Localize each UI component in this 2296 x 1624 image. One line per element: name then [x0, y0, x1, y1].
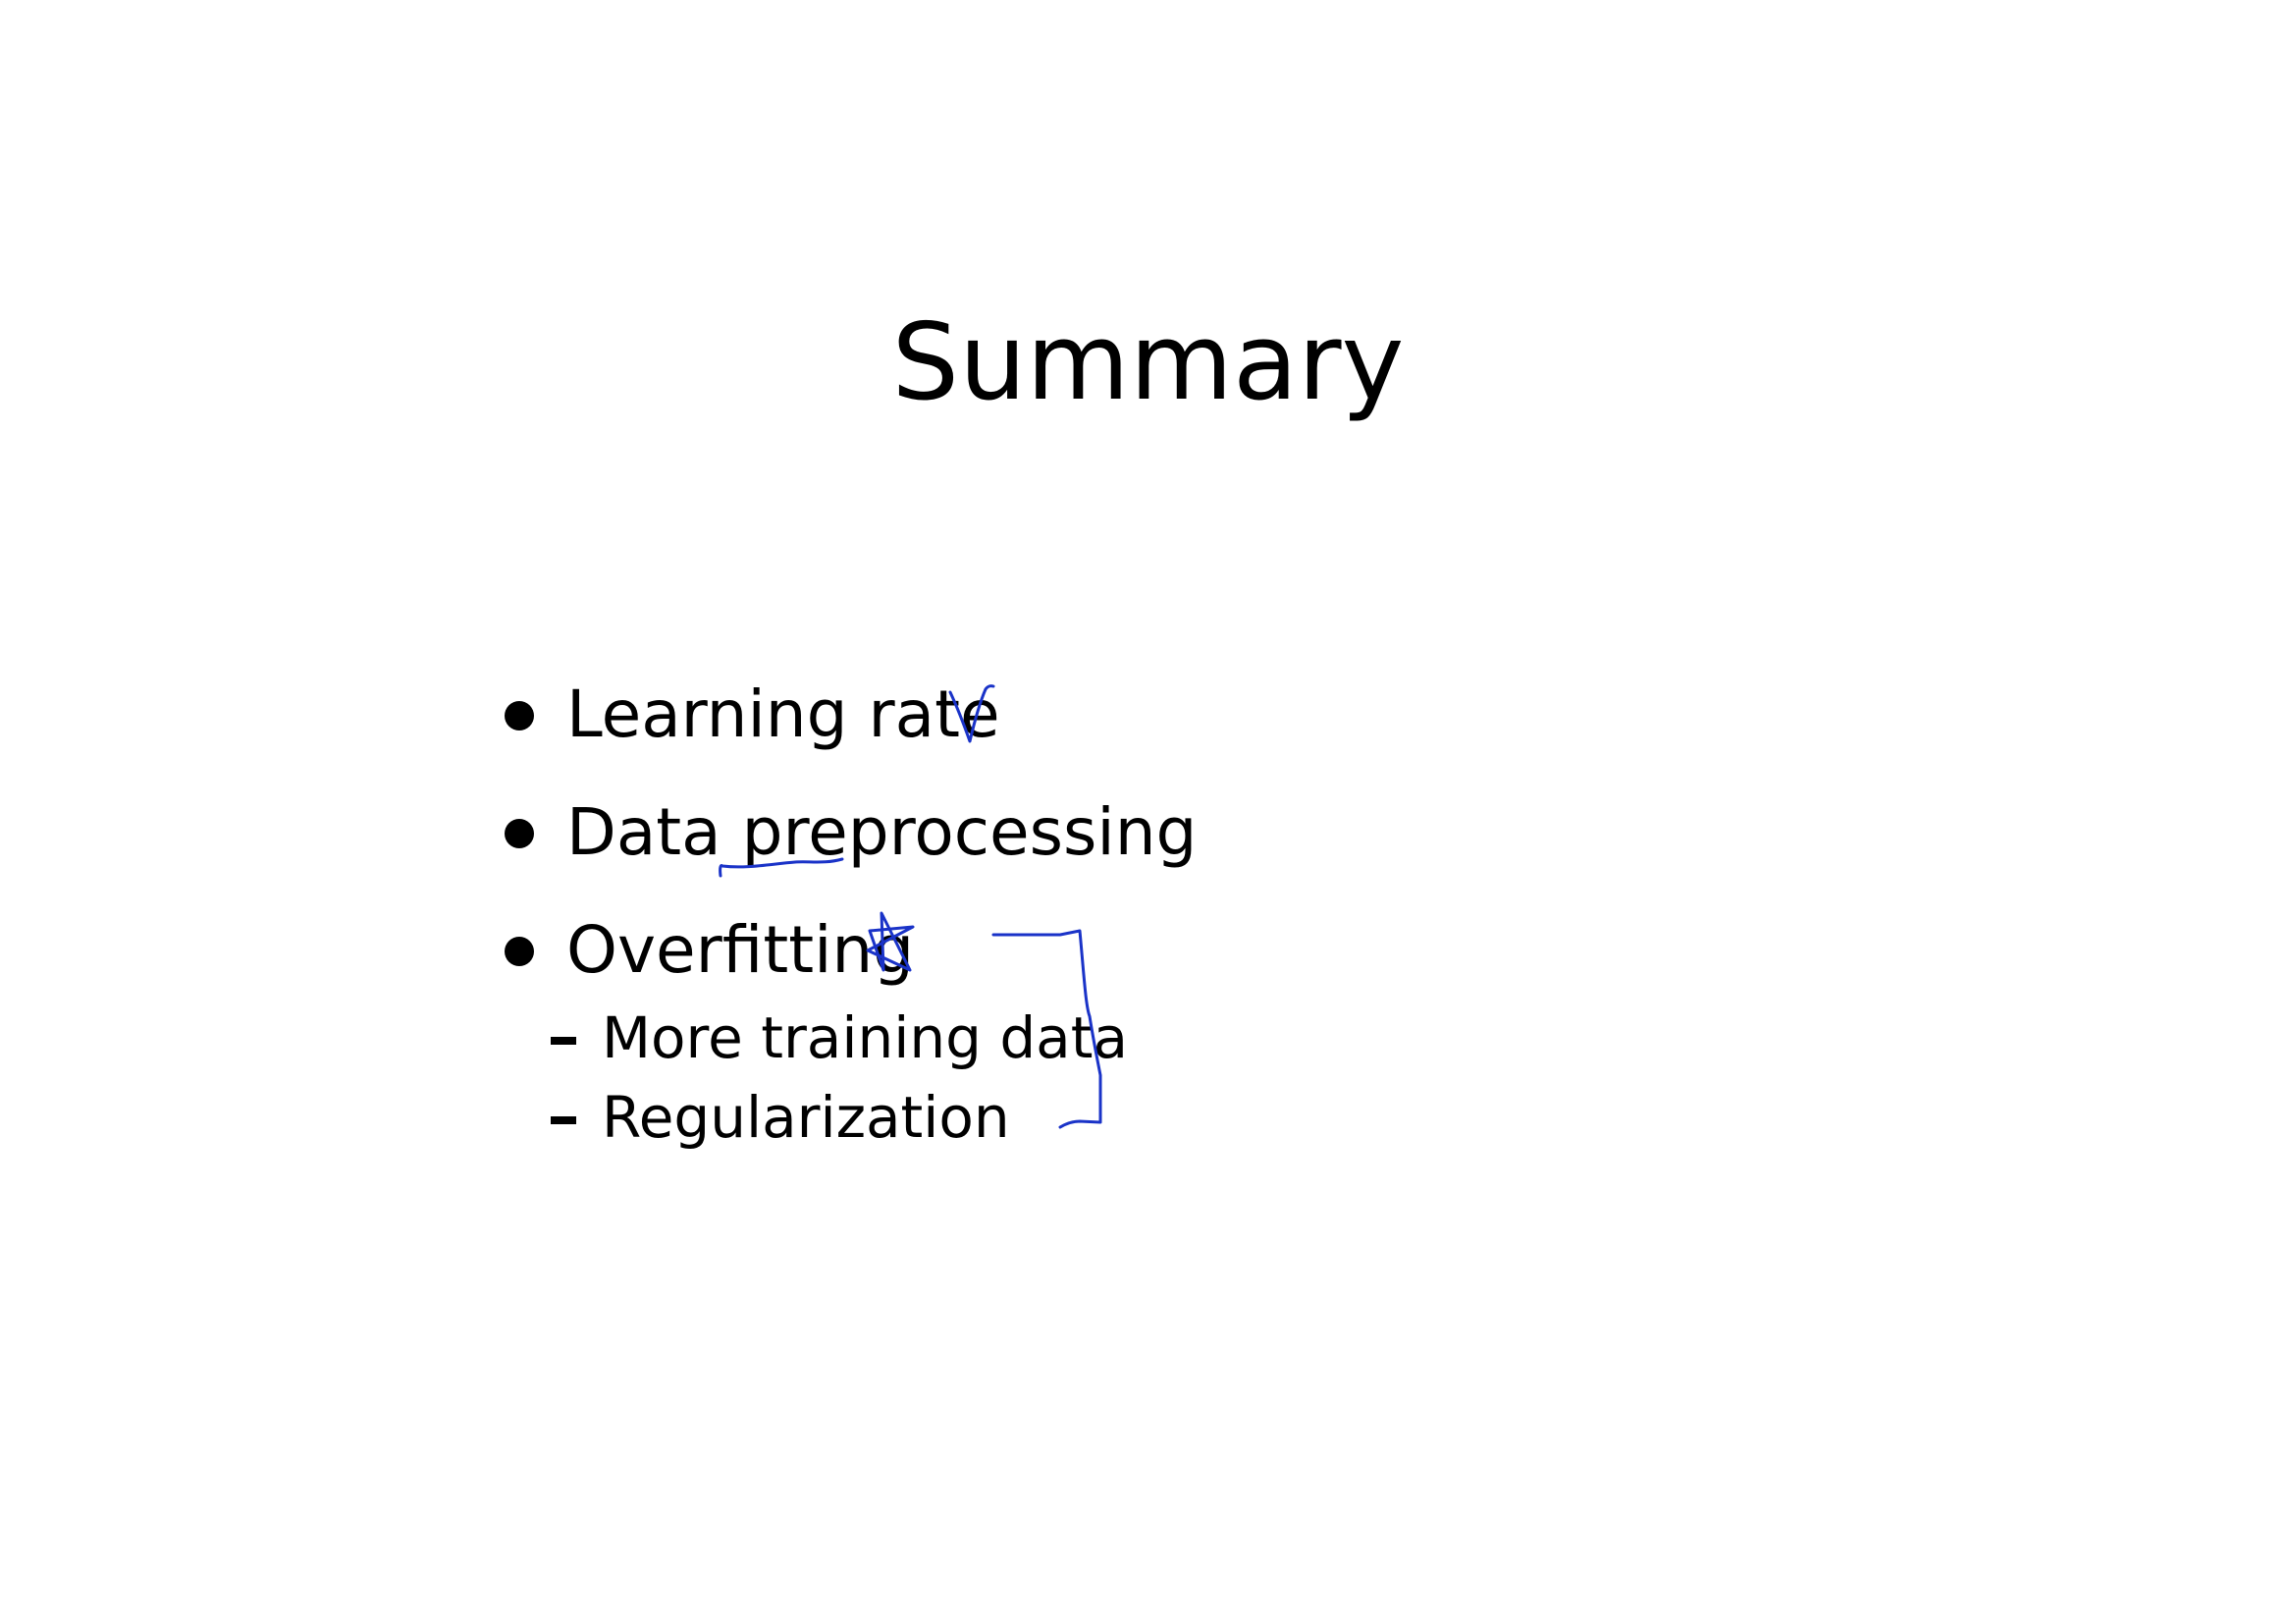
bullet-label: Overfitting: [566, 912, 915, 988]
bullet-item-data-preprocessing: Data preprocessing: [505, 793, 1198, 872]
bullet-dot-icon: [505, 819, 534, 848]
bullet-dot-icon: [505, 701, 534, 731]
sub-bullet-more-training-data: More training data: [551, 1003, 1128, 1072]
dash-icon: [551, 1116, 576, 1124]
slide-title: Summary: [891, 301, 1405, 424]
dash-icon: [551, 1037, 576, 1045]
bullet-item-overfitting: Overfitting: [505, 911, 915, 990]
sub-bullet-regularization: Regularization: [551, 1083, 1010, 1152]
bullet-item-learning-rate: Learning rate: [505, 676, 1000, 754]
bullet-label: Data preprocessing: [566, 794, 1198, 870]
sub-bullet-label: Regularization: [602, 1084, 1010, 1151]
bullet-dot-icon: [505, 937, 534, 966]
bullet-label: Learning rate: [566, 677, 1000, 752]
sub-bullet-label: More training data: [602, 1004, 1128, 1071]
